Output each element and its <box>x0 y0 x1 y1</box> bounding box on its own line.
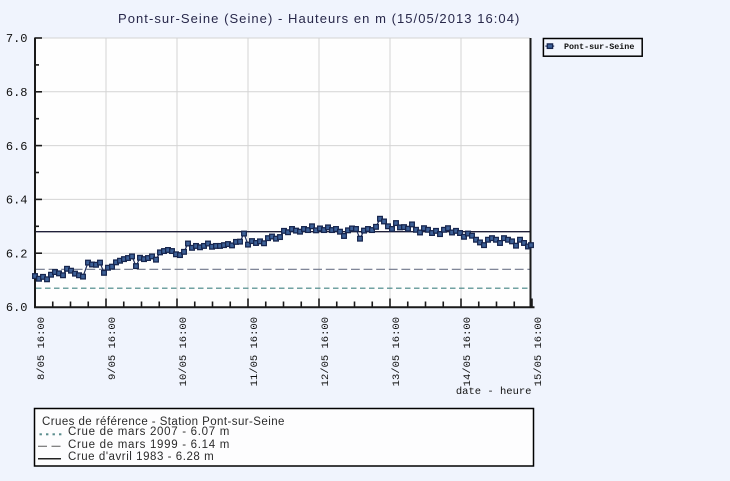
svg-text:6.8: 6.8 <box>6 86 28 100</box>
svg-text:13/05 16:00: 13/05 16:00 <box>391 317 403 386</box>
svg-text:11/05 16:00: 11/05 16:00 <box>249 317 261 386</box>
svg-text:date - heure: date - heure <box>456 386 532 398</box>
svg-text:Pont-sur-Seine: Pont-sur-Seine <box>564 42 634 52</box>
svg-text:6.2: 6.2 <box>6 247 28 261</box>
svg-text:7.0: 7.0 <box>6 32 28 46</box>
svg-text:15/05 16:00: 15/05 16:00 <box>533 317 545 386</box>
svg-text:12/05 16:00: 12/05 16:00 <box>320 317 332 386</box>
svg-text:9/05 16:00: 9/05 16:00 <box>107 317 119 380</box>
svg-text:10/05 16:00: 10/05 16:00 <box>178 317 190 386</box>
svg-text:14/05 16:00: 14/05 16:00 <box>462 317 474 386</box>
svg-text:6.4: 6.4 <box>6 194 28 208</box>
svg-text:8/05 16:00: 8/05 16:00 <box>36 317 48 380</box>
svg-text:6.6: 6.6 <box>6 140 28 154</box>
svg-text:6.0: 6.0 <box>6 301 28 315</box>
